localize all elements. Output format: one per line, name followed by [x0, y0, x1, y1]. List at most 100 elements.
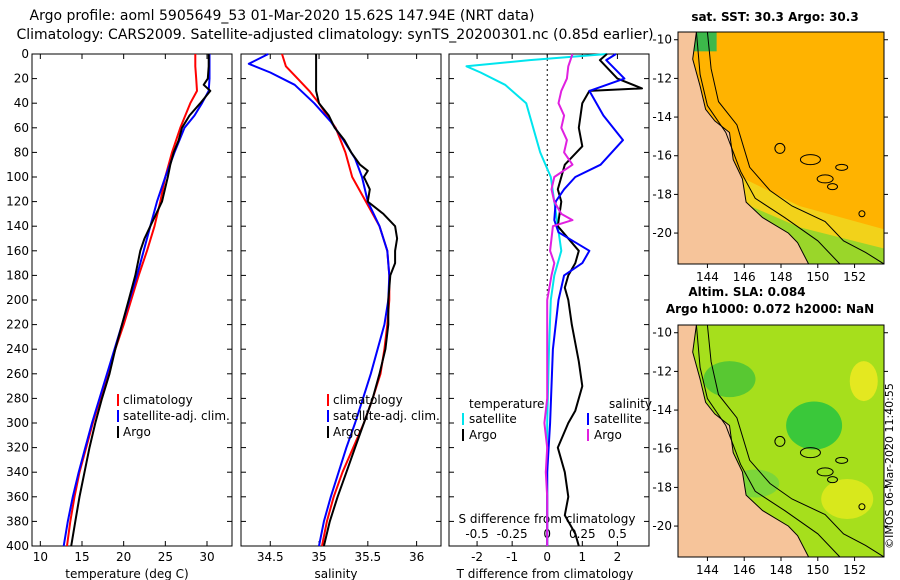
legend-label: satellite-adj. clim. [123, 409, 230, 423]
sst-map-ytick-label: -14 [652, 110, 672, 124]
difference-plot-frame [448, 53, 650, 547]
salinity-xtick-label: 36 [409, 550, 424, 564]
salinity-plot-frame [240, 53, 442, 547]
depth-tick-label: 60 [14, 121, 29, 135]
inner-contour [695, 325, 841, 557]
legend-title-temperature: temperature [469, 397, 544, 411]
sla-map-ytick-label: -14 [652, 403, 672, 417]
legend-label-salinity: satellite [594, 412, 642, 426]
reef-outline [858, 503, 866, 511]
legend-label-temperature: Argo [469, 428, 497, 442]
depth-tick-label: 300 [6, 416, 29, 430]
depth-tick-label: 80 [14, 145, 29, 159]
salinity-difference-tick-label: -0.25 [497, 527, 528, 541]
depth-tick-label: 400 [6, 539, 29, 553]
sst-map-xtick-label: 150 [806, 270, 829, 284]
salinity-difference-tick-label: -0.5 [465, 527, 488, 541]
difference-xlabel: T difference from climatology [456, 567, 634, 580]
difference-xtick-label: -1 [506, 550, 518, 564]
sla-high [821, 479, 874, 519]
sla-map-ytick-label: -12 [652, 364, 672, 378]
depth-tick-label: 340 [6, 465, 29, 479]
sla-eddy [786, 401, 843, 450]
depth-tick-label: 360 [6, 490, 29, 504]
australia-land [678, 325, 810, 557]
sst-map-field [678, 32, 884, 264]
temperature-xlabel: temperature (deg C) [65, 567, 188, 580]
sla-map-xtick-label: 146 [733, 563, 756, 577]
series-line-satellite-adj-clim- [247, 53, 391, 547]
series-line-Argo [315, 54, 399, 547]
sla-map-ytick-label: -18 [652, 480, 672, 494]
temperature-xtick-label: 20 [116, 550, 131, 564]
reef-outline [827, 183, 838, 191]
depth-tick-label: 280 [6, 391, 29, 405]
series-line-salinity-Argo [543, 53, 574, 546]
depth-tick-label: 220 [6, 318, 29, 332]
sla-map-ytick-label: -10 [652, 326, 672, 340]
reef-outline [816, 174, 834, 184]
legend-label: Argo [123, 425, 151, 439]
depth-tick-label: 380 [6, 514, 29, 528]
depth-tick-label: 160 [6, 244, 29, 258]
salinity-difference-tick-label: 0.5 [608, 527, 627, 541]
salinity-profile-panel: 34.5 35 35.5 36 salinity climatology satellite… [240, 53, 442, 580]
sla-high [849, 361, 878, 402]
depth-tick-label: 20 [14, 72, 29, 86]
depth-tick-label: 260 [6, 367, 29, 381]
argo-profile-location-marker [774, 142, 786, 154]
temperature-profile-panel: 10 15 20 25 30020406080100120140160180200220… [6, 47, 233, 580]
difference-xtick-label: 0 [543, 550, 551, 564]
legend-label: climatology [333, 393, 403, 407]
sst-map-ytick-label: -10 [652, 33, 672, 47]
sla-map-ytick-label: -20 [652, 519, 672, 533]
sst-map-title: sat. SST: 30.3 Argo: 30.3 [691, 10, 858, 24]
difference-xtick-label: 2 [614, 550, 622, 564]
sla-map-subtitle: Argo h1000: 0.072 h2000: NaN [666, 302, 874, 316]
sla-map-xtick-label: 148 [770, 563, 793, 577]
sla-eddy [703, 361, 756, 398]
legend-label: Argo [333, 425, 361, 439]
sla-map-xtick-label: 150 [806, 563, 829, 577]
reef-outline [835, 163, 849, 171]
difference-xtick-label: -2 [471, 550, 483, 564]
depth-tick-label: 140 [6, 219, 29, 233]
reef-outline [799, 154, 821, 166]
series-line-Argo [70, 54, 212, 547]
temperature-xtick-label: 30 [199, 550, 214, 564]
depth-tick-label: 320 [6, 441, 29, 455]
reef-outline [799, 447, 821, 459]
sla-map-field [678, 325, 884, 557]
sst-map-xtick-label: 148 [770, 270, 793, 284]
shelf-contour [706, 325, 884, 557]
reef-outline [835, 456, 849, 464]
reef-outline [858, 210, 866, 218]
reef-outline [827, 476, 838, 484]
difference-profile-panel: -2 -1 0 1 2 T difference from climatology -0.5… [448, 53, 652, 580]
legend-label: satellite-adj. clim. [333, 409, 440, 423]
sla-map-ytick-label: -16 [652, 442, 672, 456]
sst-map-xtick-label: 152 [843, 270, 866, 284]
depth-tick-label: 0 [21, 47, 29, 61]
sst-map-ytick-label: -20 [652, 226, 672, 240]
legend-label-salinity: Argo [594, 428, 622, 442]
depth-tick-label: 240 [6, 342, 29, 356]
legend-label: climatology [123, 393, 193, 407]
sst-map-ytick-label: -16 [652, 149, 672, 163]
reef-outline [816, 467, 834, 477]
sst-map-panel: 144 146 148 150 152 -10 -12 -14 -16 -18 -20 sat. SS… [652, 10, 888, 284]
shelf-contour [706, 32, 884, 264]
sst-map-xtick-label: 144 [696, 270, 719, 284]
temperature-xtick-label: 15 [74, 550, 89, 564]
series-line-salinity-satellite [546, 53, 626, 546]
depth-tick-label: 100 [6, 170, 29, 184]
sla-map-xtick-label: 152 [843, 563, 866, 577]
series-line-temperature-Argo [556, 53, 643, 547]
temperature-xtick-label: 10 [33, 550, 48, 564]
sst-map-xtick-label: 146 [733, 270, 756, 284]
inner-contour [695, 32, 841, 264]
legend-title-salinity: salinity [609, 397, 652, 411]
salinity-xlabel: salinity [314, 567, 357, 580]
sst-map-ytick-label: -18 [652, 187, 672, 201]
